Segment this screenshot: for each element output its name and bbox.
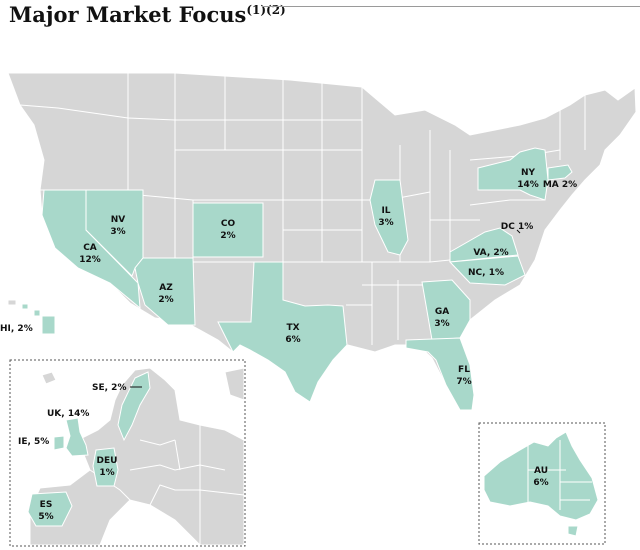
state-colorado [192,202,264,258]
russia-north-land [224,367,245,401]
label-co-code: CO [221,219,236,229]
title-text: Major Market Focus [9,2,247,27]
label-fl-value: 7% [456,377,471,387]
label-uk: UK, 14% [47,409,89,419]
label-tx-code: TX [286,323,299,333]
country-ireland [53,435,65,451]
state-massachusetts [547,164,573,181]
state-illinois [369,179,409,256]
label-az-code: AZ [159,283,173,293]
label-ny-value: 14% [517,180,539,190]
country-spain [27,491,73,527]
label-dc: DC 1% [501,222,534,232]
label-tx-value: 6% [285,335,300,345]
australia-inset [478,422,606,545]
label-deu-code: DEU [97,456,118,466]
tasmania [567,525,579,537]
title-rule [262,6,640,7]
label-ca-value: 12% [79,255,101,265]
label-nv-code: NV [111,215,126,225]
australia-borders [527,440,592,510]
europe-labels: SE, 2% UK, 14% IE, 5% DEU 1% ES 5% [18,383,126,522]
label-ma: MA 2% [543,180,577,190]
label-es-code: ES [40,500,53,510]
label-il-code: IL [381,206,390,216]
europe-borders [89,425,245,545]
label-ga-value: 3% [434,319,449,329]
label-nc: NC, 1% [468,268,504,278]
australia-labels: AU 6% [533,466,548,488]
label-ie: IE, 5% [18,437,49,447]
us-labels: NY 14% MA 2% DC 1% VA, 2% NC, 1% IL 3% G… [0,168,577,387]
page-title: Major Market Focus(1)(2) [9,2,286,27]
dc-pointer [516,229,521,234]
label-nv-value: 3% [110,227,125,237]
label-va: VA, 2% [473,248,508,258]
label-co-value: 2% [220,231,235,241]
country-sweden [117,371,151,442]
state-borders [19,73,586,345]
label-deu-value: 1% [99,468,114,478]
state-arizona [134,257,196,326]
country-australia [483,431,599,521]
label-ny-code: NY [521,168,536,178]
label-fl-code: FL [458,365,470,375]
us-map [7,72,637,411]
label-au-code: AU [534,466,548,476]
label-il-value: 3% [378,218,393,228]
label-hi: HI, 2% [0,324,33,334]
state-florida [405,337,475,411]
country-uk [65,417,89,457]
state-north-carolina [448,255,526,286]
label-es-value: 5% [38,512,53,522]
state-texas [217,261,348,403]
iceland-land [41,371,57,385]
label-ca-code: CA [83,243,97,253]
state-hawaii [7,299,56,335]
country-germany [92,447,119,487]
label-au-value: 6% [533,478,548,488]
europe-inset [9,359,246,547]
label-se: SE, 2% [92,383,126,393]
label-az-value: 2% [158,295,173,305]
label-ga-code: GA [435,307,449,317]
